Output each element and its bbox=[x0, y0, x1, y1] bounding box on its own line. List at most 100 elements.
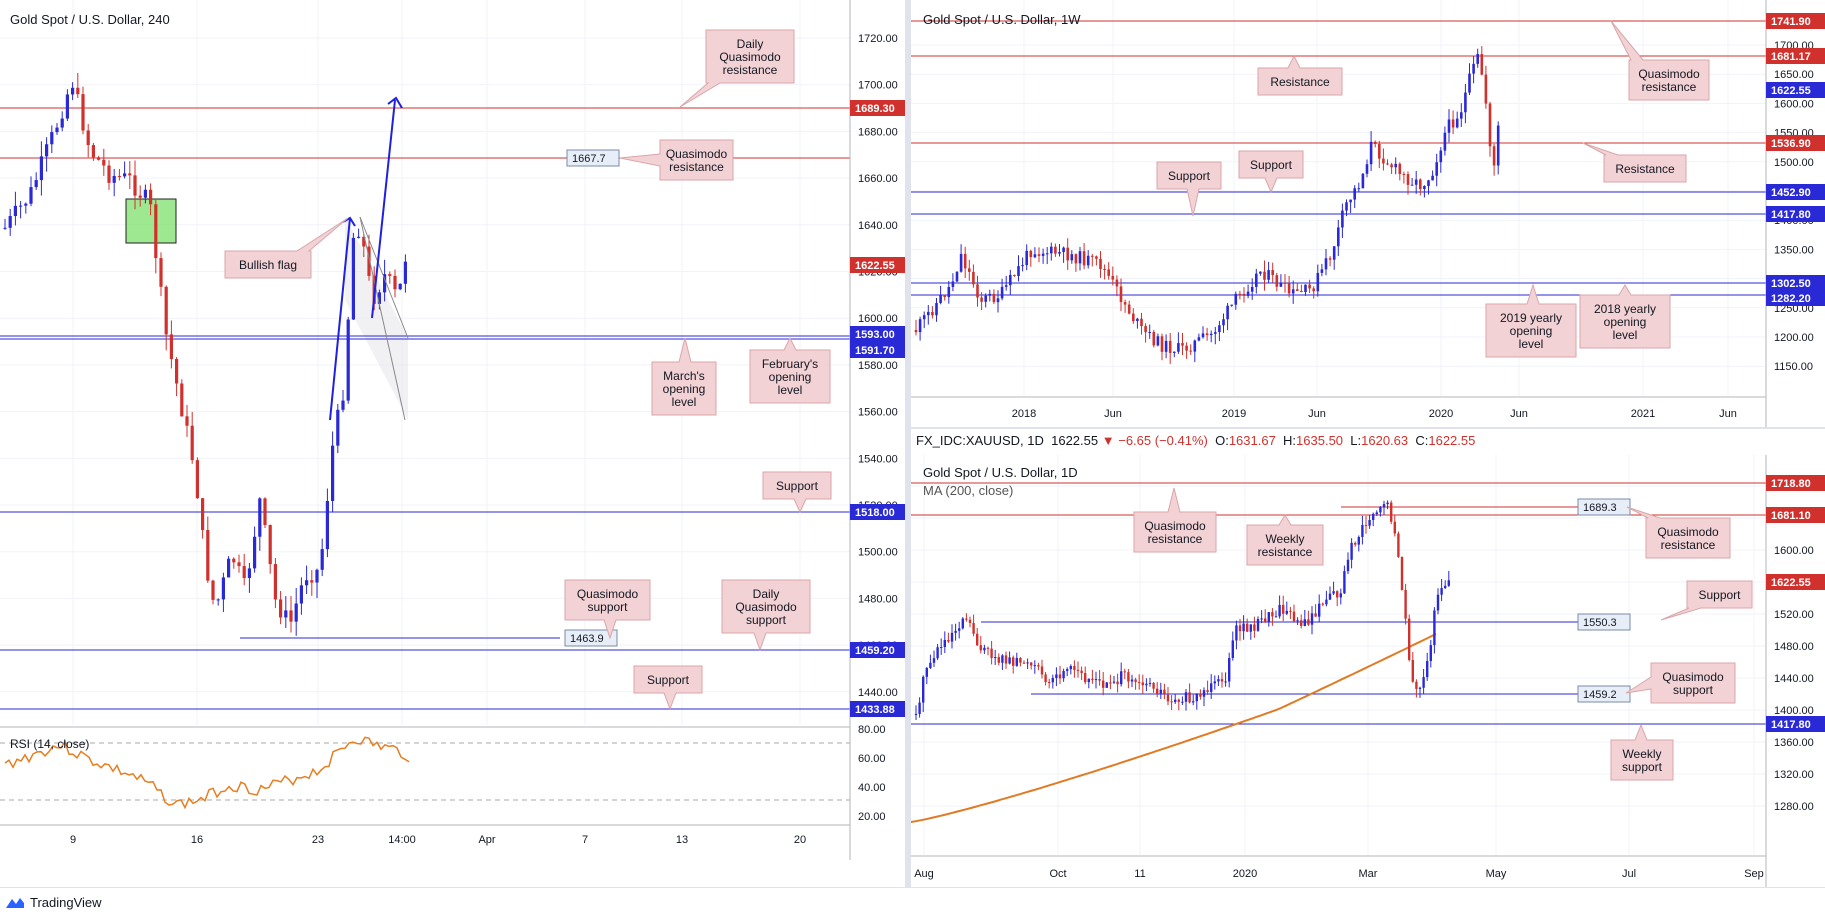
h4-flag-shade bbox=[345, 216, 408, 420]
d1-candles-candle bbox=[1350, 538, 1353, 569]
d1-price-axis-tick: 1600.00 bbox=[1774, 545, 1814, 557]
w1-candles-candle bbox=[1451, 110, 1455, 135]
w1-candles-candle bbox=[1410, 177, 1414, 186]
svg-text:February's: February's bbox=[762, 357, 818, 371]
w1-candles-candle bbox=[1099, 251, 1102, 278]
d1-infobar: FX_IDC:XAUUSD, 1D 1622.55 ▼ −6.65 (−0.41… bbox=[916, 433, 1476, 448]
d1-candles-candle bbox=[1379, 506, 1382, 517]
d1-candles-candle bbox=[1292, 604, 1296, 622]
d1-candles-candle bbox=[1008, 651, 1011, 665]
svg-text:2018 yearly: 2018 yearly bbox=[1594, 302, 1656, 316]
w1-candles-candle bbox=[1488, 101, 1492, 157]
svg-text:opening: opening bbox=[663, 382, 706, 396]
w1-candles-candle bbox=[1127, 300, 1131, 315]
h4-candles-candle bbox=[195, 457, 199, 499]
w1-candles-candle bbox=[1218, 320, 1221, 342]
d1-chart[interactable]: 1680.001640.001600.001560.001520.001480.… bbox=[911, 455, 1825, 887]
h4-price-axis-tick: 1720.00 bbox=[858, 33, 898, 45]
d1-candles bbox=[914, 500, 1450, 721]
w1-candles-candle bbox=[1226, 302, 1229, 331]
w1-candles-candle bbox=[1341, 203, 1344, 238]
w1-candles-candle bbox=[1091, 254, 1094, 267]
d1-candles-candle bbox=[950, 624, 954, 649]
tradingview-logo[interactable]: TradingView bbox=[6, 895, 102, 910]
d1-candles-candle bbox=[1145, 678, 1148, 692]
h4-candles-candle bbox=[65, 89, 69, 121]
d1-candles-candle bbox=[1177, 698, 1180, 711]
h4-price-axis-tick: 1480.00 bbox=[858, 593, 898, 605]
w1-candles-candle bbox=[1193, 339, 1197, 363]
d1-chart-title: Gold Spot / U.S. Dollar, 1D bbox=[923, 465, 1078, 480]
w1-candles-candle bbox=[1460, 103, 1463, 127]
d1-candles-candle bbox=[1433, 607, 1436, 654]
d1-candles-candle bbox=[1109, 674, 1112, 690]
h4-candles-candle bbox=[221, 572, 225, 613]
h4-candles-candle bbox=[263, 497, 267, 528]
h4-candles-candle bbox=[154, 200, 158, 274]
w1-price-tag: 1452.90 bbox=[1766, 184, 1825, 200]
svg-text:1459.2: 1459.2 bbox=[1583, 689, 1617, 701]
d1-price-tag: 1622.55 bbox=[1766, 574, 1825, 590]
d1-candles-candle bbox=[1037, 662, 1040, 671]
d1-candles-candle bbox=[1004, 651, 1008, 669]
svg-text:resistance: resistance bbox=[1148, 532, 1203, 546]
h4-candles-candle bbox=[315, 568, 319, 599]
w1-candles-candle bbox=[947, 280, 951, 304]
d1-chart-panel[interactable]: 1680.001640.001600.001560.001520.001480.… bbox=[911, 455, 1825, 887]
h4-candles-candle bbox=[50, 125, 54, 154]
h4-candles bbox=[3, 72, 407, 636]
d1-candles-candle bbox=[1138, 674, 1141, 690]
w1-chart-panel[interactable]: 1700.001650.001600.001550.001500.001450.… bbox=[911, 0, 1825, 427]
w1-time-axis-tick: 2018 bbox=[1012, 408, 1036, 420]
h4-candles-candle bbox=[362, 233, 366, 258]
w1-candles-candle bbox=[1300, 284, 1303, 293]
d1-candles-candle bbox=[1357, 535, 1360, 552]
w1-candles-candle bbox=[1259, 271, 1262, 276]
d1-candles-candle bbox=[1084, 666, 1087, 685]
w1-time-axis-tick: Jun bbox=[1510, 408, 1528, 420]
d1-candles-candle bbox=[1429, 639, 1432, 668]
tradingview-icon bbox=[6, 898, 24, 908]
d1-candles-candle bbox=[1404, 583, 1407, 625]
w1-candles-candle bbox=[1316, 264, 1320, 297]
h4-chart[interactable]: RSI (14, close)1720.001700.001680.001660… bbox=[0, 0, 905, 860]
h4-rsi-tick: 40.00 bbox=[858, 782, 886, 794]
w1-candles-candle bbox=[1140, 312, 1143, 335]
w1-candles-candle bbox=[1357, 182, 1361, 192]
w1-chart-title: Gold Spot / U.S. Dollar, 1W bbox=[923, 12, 1081, 27]
w1-callout-support-2: Support bbox=[1238, 150, 1304, 194]
w1-candles-candle bbox=[1447, 109, 1451, 143]
svg-text:level: level bbox=[672, 395, 697, 409]
h4-candles-candle bbox=[403, 254, 407, 293]
w1-chart[interactable]: 1700.001650.001600.001550.001500.001450.… bbox=[911, 0, 1825, 427]
panel-divider-vertical[interactable] bbox=[905, 0, 911, 887]
panel-divider-horizontal[interactable] bbox=[911, 427, 1825, 429]
d1-candles-candle bbox=[1134, 677, 1137, 690]
w1-candles-candle bbox=[1480, 46, 1484, 76]
w1-candles-candle bbox=[1394, 157, 1397, 175]
d1-candles-candle bbox=[1314, 604, 1317, 617]
w1-candles-candle bbox=[1136, 317, 1139, 329]
d1-candles-candle bbox=[1397, 531, 1400, 558]
w1-candles-candle bbox=[927, 304, 930, 325]
h4-chart-panel[interactable]: RSI (14, close) 1720.00 1700.00 1680.00 1660… bbox=[0, 0, 905, 860]
svg-text:1550.3: 1550.3 bbox=[1583, 617, 1617, 629]
d1-candles-candle bbox=[1375, 510, 1378, 516]
d1-candles-candle bbox=[1328, 586, 1332, 601]
h4-rsi-tick: 80.00 bbox=[858, 724, 886, 736]
w1-candles-candle bbox=[963, 246, 967, 278]
w1-candles-candle bbox=[1382, 148, 1385, 171]
d1-price-axis-bg bbox=[1766, 455, 1825, 887]
d1-candles-candle bbox=[1253, 616, 1256, 638]
d1-candles-candle bbox=[1033, 660, 1036, 674]
w1-candles-candle bbox=[1353, 185, 1356, 209]
d1-candles-candle bbox=[1220, 672, 1224, 688]
d1-candles-candle bbox=[1256, 616, 1260, 632]
h4-price-axis-tick: 1600.00 bbox=[858, 313, 898, 325]
w1-candles-candle bbox=[1123, 299, 1127, 313]
d1-candles-candle bbox=[1447, 570, 1450, 587]
w1-candles-candle bbox=[1484, 65, 1488, 109]
d1-candles-candle bbox=[986, 646, 990, 656]
